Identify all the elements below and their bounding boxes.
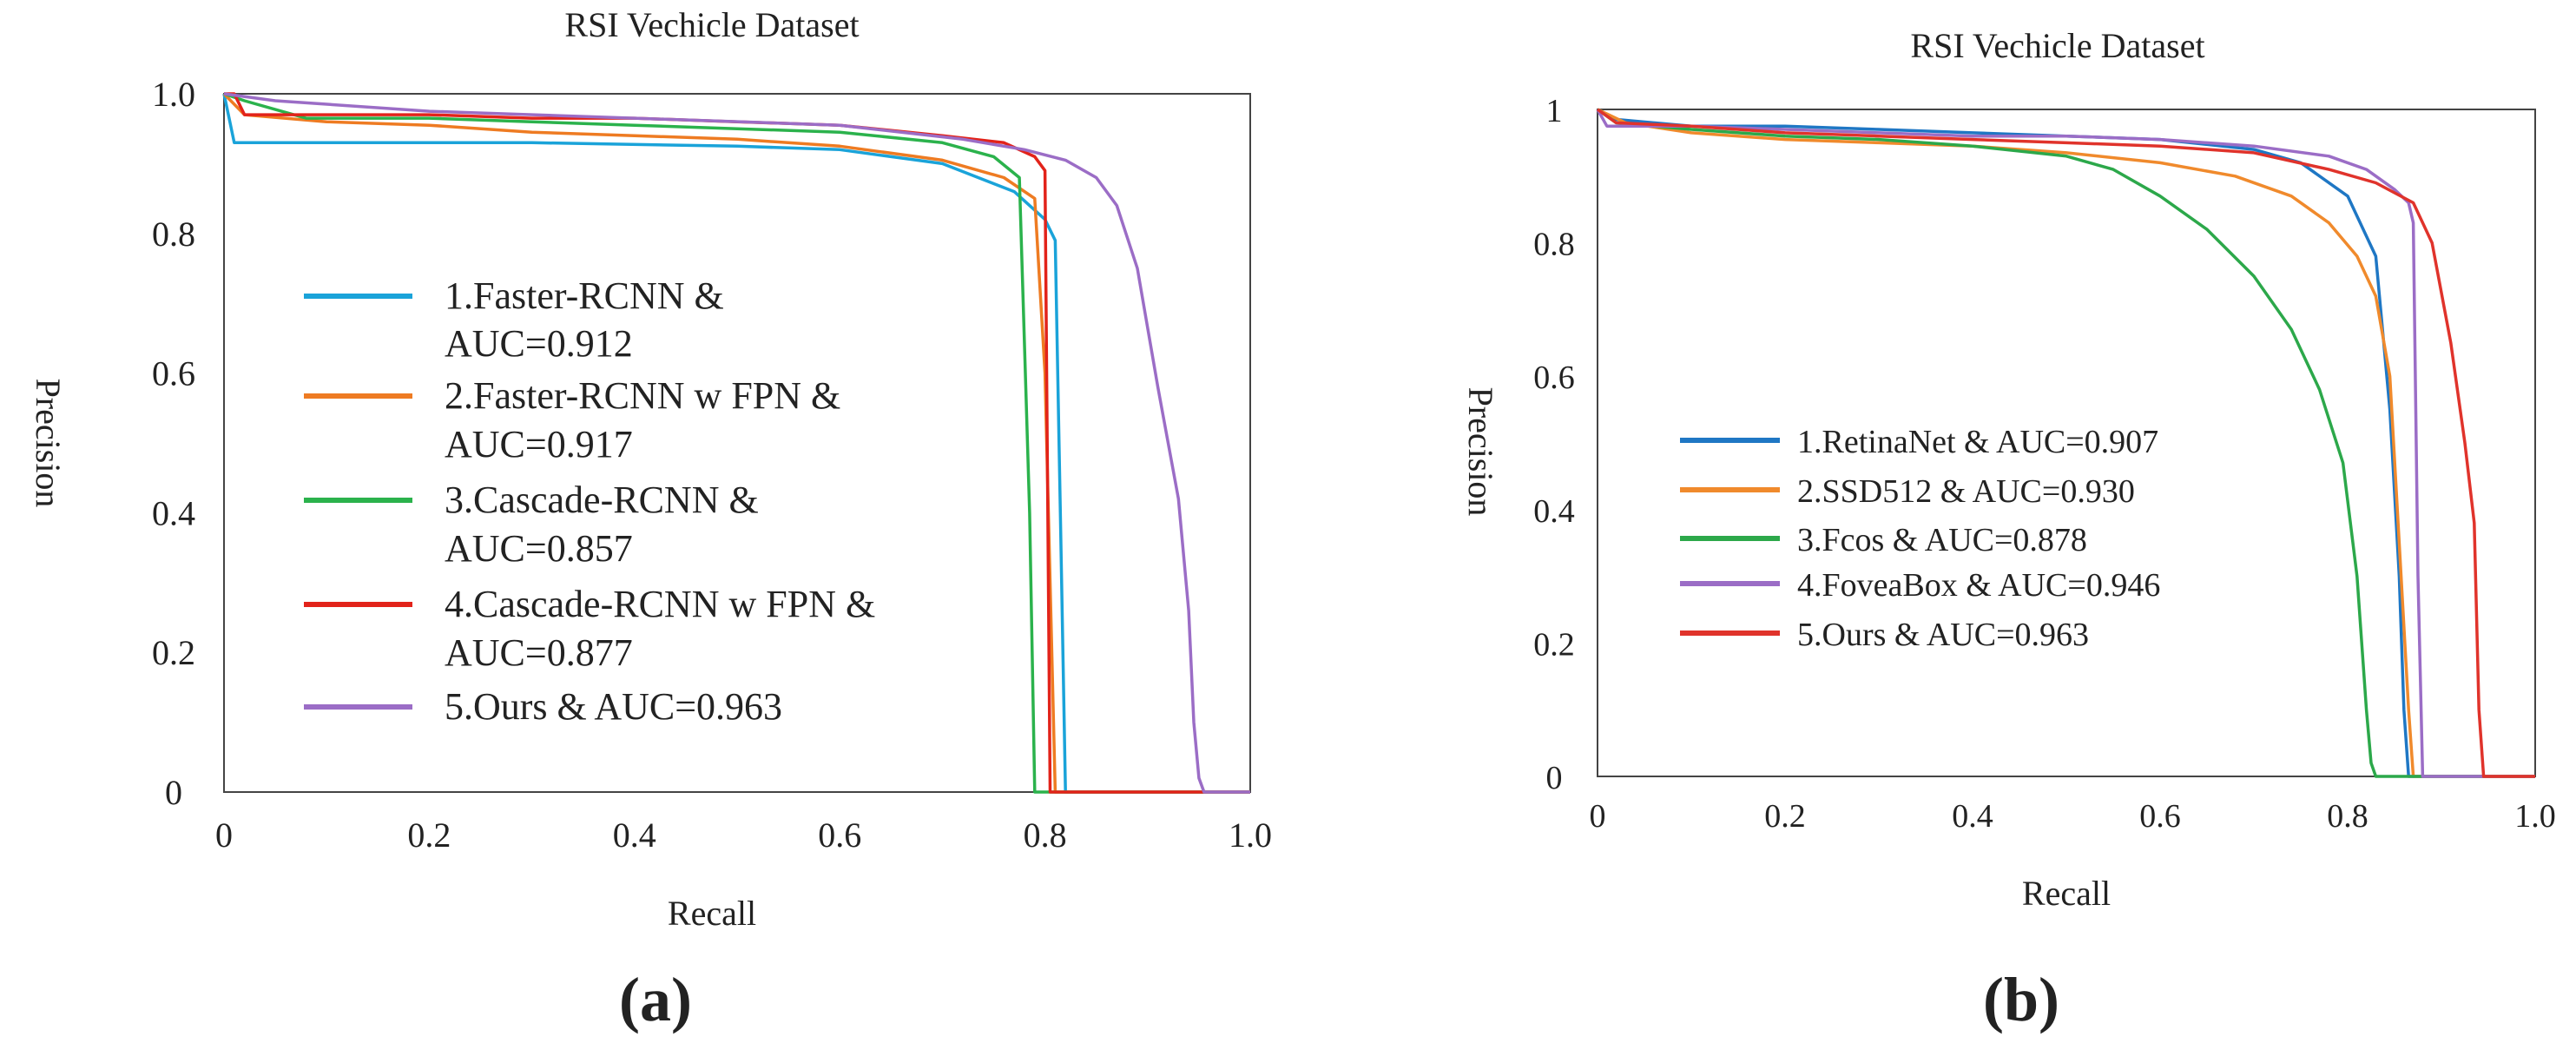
x-tick-label: 1.0 (1229, 815, 1272, 855)
x-tick-label: 0.8 (1024, 815, 1067, 855)
legend-label-2-auc: AUC=0.917 (445, 423, 633, 465)
x-tick-label: 0 (1590, 798, 1606, 835)
panel-a-series (222, 92, 1250, 794)
x-tick-label: 0.8 (2327, 798, 2368, 835)
series-line-4 (1596, 109, 2535, 778)
y-tick-label: 0 (165, 773, 182, 812)
series-line-1 (222, 93, 1250, 794)
y-tick-label: 0.2 (1533, 626, 1575, 663)
legend-label-5: 5.Ours & AUC=0.963 (445, 685, 782, 728)
y-tick-label: 0.4 (152, 493, 195, 532)
panel-a-y-ticks: 0 0.2 0.4 0.6 0.8 1.0 (152, 75, 195, 812)
panel-b-series (1596, 108, 2535, 778)
panel-a-x-axis-label: Recall (668, 894, 756, 933)
y-tick-label: 0.8 (152, 215, 195, 254)
panel-a-label: (a) (619, 965, 692, 1034)
panel-a-x-ticks: 0 0.2 0.4 0.6 0.8 1.0 (215, 815, 1272, 855)
panel-b-chart: RSI Vechicle Dataset 0 0.2 0.4 0.6 0.8 1 0 0.2… (1461, 26, 2556, 1034)
series-line-3 (1596, 108, 2535, 778)
panel-a-legend: 1.Faster-RCNN & AUC=0.912 2.Faster-RCNN w … (304, 274, 875, 728)
y-tick-label: 0.4 (1533, 493, 1575, 530)
panel-a-title: RSI Vechicle Dataset (564, 5, 859, 44)
legend-label-1: 1.RetinaNet & AUC=0.907 (1797, 424, 2158, 460)
x-tick-label: 0.2 (407, 815, 451, 855)
legend-label-1: 1.Faster-RCNN & (445, 274, 724, 317)
series-line-5 (1596, 108, 2535, 778)
legend-label-3: 3.Fcos & AUC=0.878 (1797, 522, 2087, 558)
panel-b-x-ticks: 0 0.2 0.4 0.6 0.8 1.0 (1590, 798, 2556, 835)
y-tick-label: 1 (1546, 93, 1563, 129)
panel-b-y-ticks: 0 0.2 0.4 0.6 0.8 1 (1533, 93, 1575, 796)
x-tick-label: 0.4 (613, 815, 656, 855)
series-line-2 (222, 92, 1250, 794)
x-tick-label: 0.4 (1952, 798, 1993, 835)
series-line-5 (223, 92, 1250, 794)
legend-label-3-auc: AUC=0.857 (445, 527, 633, 570)
x-tick-label: 0 (215, 815, 233, 855)
panel-b-y-axis-label: Precision (1461, 387, 1500, 517)
x-tick-label: 0.6 (818, 815, 861, 855)
y-tick-label: 0.8 (1533, 227, 1575, 263)
x-tick-label: 0.2 (1764, 798, 1806, 835)
panel-b-x-axis-label: Recall (2022, 874, 2111, 913)
y-tick-label: 0.6 (152, 354, 195, 393)
legend-label-4: 4.Cascade-RCNN w FPN & (445, 583, 875, 625)
panel-b-legend: 1.RetinaNet & AUC=0.907 2.SSD512 & AUC=0.… (1680, 424, 2160, 653)
y-tick-label: 1.0 (152, 75, 195, 114)
series-line-2 (1597, 108, 2535, 778)
x-tick-label: 1.0 (2514, 798, 2556, 835)
y-tick-label: 0 (1546, 760, 1563, 796)
legend-label-2: 2.SSD512 & AUC=0.930 (1797, 473, 2135, 510)
y-tick-label: 0.2 (152, 633, 195, 672)
panel-a-plot-frame (223, 93, 1251, 793)
x-tick-label: 0.6 (2139, 798, 2181, 835)
panel-b-label: (b) (1983, 965, 2059, 1034)
legend-label-2: 2.Faster-RCNN w FPN & (445, 374, 840, 417)
panel-a-y-axis-label: Precision (29, 379, 68, 508)
legend-label-4-auc: AUC=0.877 (445, 631, 633, 674)
legend-label-5: 5.Ours & AUC=0.963 (1797, 617, 2089, 653)
y-tick-label: 0.6 (1533, 360, 1575, 396)
legend-label-1-auc: AUC=0.912 (445, 322, 633, 365)
legend-label-4: 4.FoveaBox & AUC=0.946 (1797, 567, 2160, 604)
panel-b-title: RSI Vechicle Dataset (1910, 26, 2204, 65)
series-line-3 (223, 92, 1250, 794)
series-line-1 (1597, 108, 2535, 778)
legend-label-3: 3.Cascade-RCNN & (445, 479, 759, 521)
